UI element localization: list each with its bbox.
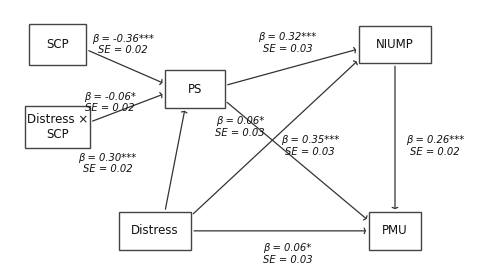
FancyBboxPatch shape	[119, 212, 191, 250]
Text: Distress: Distress	[131, 224, 179, 237]
Text: β = 0.30***
SE = 0.02: β = 0.30*** SE = 0.02	[78, 153, 136, 174]
FancyBboxPatch shape	[165, 70, 225, 108]
Text: NIUMP: NIUMP	[376, 38, 414, 51]
Text: β = 0.06*
SE = 0.03: β = 0.06* SE = 0.03	[262, 243, 312, 265]
Text: β = 0.26***
SE = 0.02: β = 0.26*** SE = 0.02	[406, 135, 464, 157]
Text: β = 0.06*
SE = 0.03: β = 0.06* SE = 0.03	[215, 116, 265, 138]
Text: SCP: SCP	[46, 38, 69, 51]
Text: β = 0.35***
SE = 0.03: β = 0.35*** SE = 0.03	[281, 135, 339, 157]
FancyBboxPatch shape	[29, 23, 86, 66]
Text: β = -0.06*
SE = 0.02: β = -0.06* SE = 0.02	[84, 92, 136, 113]
FancyBboxPatch shape	[369, 212, 421, 250]
Text: Distress ×
SCP: Distress × SCP	[27, 113, 88, 141]
Text: β = 0.32***
SE = 0.03: β = 0.32*** SE = 0.03	[258, 32, 316, 54]
FancyBboxPatch shape	[359, 26, 431, 63]
Text: β = -0.36***
SE = 0.02: β = -0.36*** SE = 0.02	[92, 34, 154, 55]
FancyBboxPatch shape	[25, 106, 90, 148]
Text: PS: PS	[188, 83, 202, 96]
Text: PMU: PMU	[382, 224, 408, 237]
